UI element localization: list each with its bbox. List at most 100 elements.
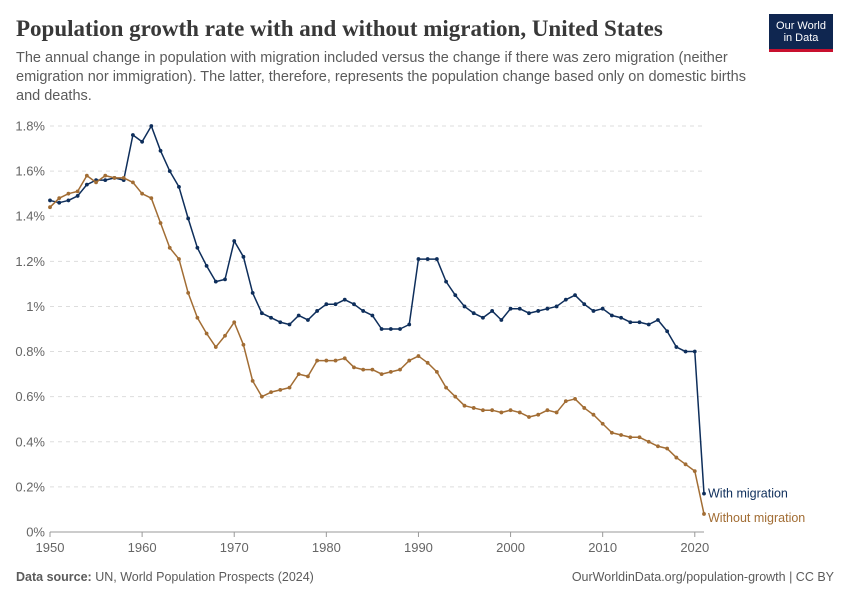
data-point <box>121 175 126 180</box>
data-point <box>186 216 191 221</box>
x-tick-label: 2010 <box>588 540 617 555</box>
y-tick-label: 0.2% <box>15 479 45 494</box>
data-point <box>259 311 264 316</box>
data-point <box>94 178 98 183</box>
data-point <box>232 239 237 243</box>
data-point <box>158 148 163 153</box>
y-tick-label: 0% <box>26 525 45 540</box>
logo-line-1: Our World <box>776 19 826 32</box>
data-point <box>407 322 412 327</box>
data-point <box>471 406 476 410</box>
data-point <box>140 139 145 144</box>
data-point <box>637 435 642 440</box>
series-line <box>49 174 705 515</box>
data-point <box>471 311 476 316</box>
data-point <box>131 133 135 137</box>
data-point <box>554 304 559 309</box>
x-tick-label: 1960 <box>128 540 157 555</box>
data-point <box>131 180 135 185</box>
data-point <box>269 315 273 320</box>
logo-line-2: in Data <box>783 31 819 44</box>
data-point <box>416 354 421 358</box>
data-point <box>324 358 329 363</box>
series-label: Without migration <box>708 511 805 525</box>
data-point <box>490 408 495 413</box>
data-point <box>388 327 393 331</box>
owid-logo[interactable]: Our World in Data <box>769 14 833 52</box>
data-source: Data source: UN, World Population Prospe… <box>16 570 314 584</box>
data-point <box>112 175 117 180</box>
data-point <box>167 245 172 250</box>
data-point <box>278 320 283 325</box>
data-point <box>370 367 375 372</box>
data-point <box>306 318 310 322</box>
data-point <box>315 309 320 313</box>
data-point <box>637 320 642 325</box>
x-tick-label: 2020 <box>680 540 709 555</box>
data-point <box>481 408 485 413</box>
data-point <box>333 358 338 363</box>
y-tick-label: 1.4% <box>15 209 45 224</box>
data-point <box>103 178 108 183</box>
data-point <box>167 169 172 174</box>
data-point <box>591 412 596 417</box>
y-tick-label: 1% <box>26 299 45 314</box>
data-point <box>702 512 706 516</box>
data-point <box>554 410 559 415</box>
data-point <box>195 315 200 320</box>
y-tick-label: 0.8% <box>15 344 45 359</box>
data-point <box>527 311 531 316</box>
data-point <box>609 430 614 435</box>
data-point <box>517 410 522 415</box>
data-point <box>674 345 679 349</box>
data-point <box>545 306 550 311</box>
data-point <box>517 306 522 311</box>
data-point <box>481 315 485 320</box>
data-point <box>379 372 384 377</box>
data-point <box>103 173 108 178</box>
data-point <box>444 385 448 390</box>
x-tick-label: 1980 <box>312 540 341 555</box>
data-point <box>702 491 706 496</box>
data-point <box>352 302 356 307</box>
data-point <box>333 302 338 307</box>
data-source-text: UN, World Population Prospects (2024) <box>95 570 314 584</box>
data-point <box>646 439 651 444</box>
data-point <box>582 302 587 307</box>
data-point <box>453 394 458 399</box>
data-point <box>269 390 273 395</box>
data-point <box>425 360 430 365</box>
data-point <box>619 315 623 320</box>
data-point <box>287 385 292 390</box>
data-point <box>416 257 421 261</box>
data-point <box>84 173 89 178</box>
source-link[interactable]: OurWorldinData.org/population-growth | C… <box>571 570 834 584</box>
data-point <box>692 469 697 473</box>
data-point <box>213 279 218 284</box>
data-point <box>683 349 688 354</box>
data-point <box>573 397 577 401</box>
data-point <box>121 178 126 183</box>
data-point <box>149 124 154 128</box>
data-point <box>434 257 439 261</box>
data-point <box>434 369 439 374</box>
x-tick-label: 1970 <box>220 540 249 555</box>
data-point <box>306 374 310 379</box>
data-point <box>665 446 670 451</box>
data-point <box>223 277 227 282</box>
data-point <box>656 318 660 322</box>
y-tick-label: 1.2% <box>15 254 45 269</box>
data-point <box>609 313 614 318</box>
data-point <box>361 309 366 313</box>
data-point <box>582 406 587 410</box>
data-point <box>665 329 670 334</box>
chart-title: Population growth rate with and without … <box>16 16 663 41</box>
data-point <box>646 322 651 327</box>
data-source-label: Data source: <box>16 570 92 584</box>
x-tick-label: 1990 <box>404 540 433 555</box>
data-point <box>177 257 181 261</box>
data-point <box>278 388 283 392</box>
data-point <box>536 309 541 313</box>
data-point <box>379 327 384 331</box>
data-point <box>600 421 605 426</box>
